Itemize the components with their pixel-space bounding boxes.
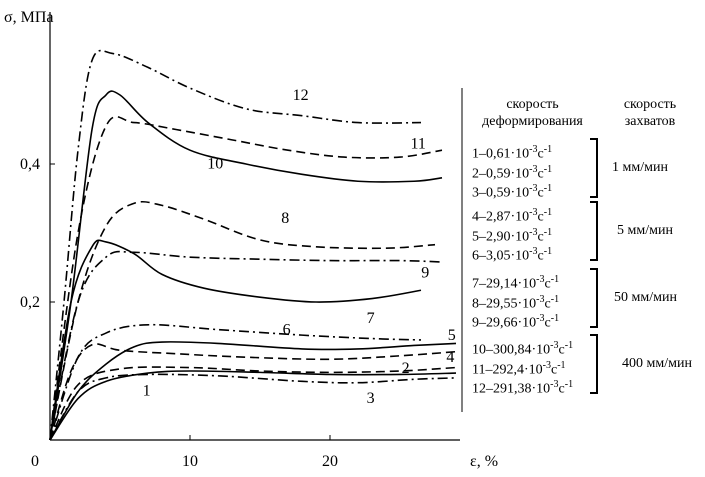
x-tick-label: 10 (182, 453, 198, 470)
legend-bracket (590, 138, 598, 198)
series-label-11: 11 (410, 135, 425, 152)
series-label-8: 8 (281, 210, 289, 227)
legend-grip-speed: 400 мм/мин (622, 356, 692, 371)
series-line-4 (49, 343, 457, 441)
series-line-5 (49, 341, 457, 441)
legend-bracket (590, 201, 598, 261)
series-line-1 (49, 370, 457, 441)
series-line-6 (49, 323, 422, 441)
x-tick-label: 0 (31, 453, 39, 470)
legend-group: 4–2,87·10-3с-1 5–2,90·10-3с-1 6–3,05·10-3с… (472, 205, 552, 264)
legend-grip-speed: 5 мм/мин (617, 223, 673, 238)
legend-item: 5–2,90·10-3с-1 (472, 226, 553, 245)
y-tick-label: 0,4 (20, 156, 40, 173)
legend-item: 12–291,38·10-3с-1 (472, 379, 574, 397)
series-label-9: 9 (421, 264, 429, 281)
legend-header-grip: скорость захватов (623, 97, 677, 129)
series-label-5: 5 (448, 327, 456, 344)
series-line-7 (49, 239, 422, 441)
series-line-12 (49, 49, 422, 441)
legend-item: 3–0,59·10-3с-1 (472, 183, 553, 201)
legend-item: 9–29,66·10-3с-1 (472, 313, 560, 331)
legend-item: 2–0,59·10-3с-1 (472, 163, 553, 182)
series-line-8 (49, 200, 436, 441)
legend-grip-speed: 1 мм/мин (612, 160, 668, 175)
legend-item: 6–3,05·10-3с-1 (472, 246, 553, 264)
series-label-10: 10 (207, 155, 223, 172)
legend-bracket (590, 268, 598, 328)
legend-group: 1–0,61·10-3с-1 2–0,59·10-3с-1 3–0,59·10-3с… (472, 142, 552, 201)
legend-item: 7–29,14·10-3с-1 (472, 274, 560, 292)
legend-group: 7–29,14·10-3с-1 8–29,55·10-3с-1 9–29,66·10… (472, 272, 559, 331)
series-label-2: 2 (402, 360, 410, 377)
series-label-1: 1 (143, 382, 151, 399)
series-line-9 (49, 250, 443, 441)
series-label-6: 6 (283, 322, 291, 339)
legend-item: 4–2,87·10-3с-1 (472, 207, 553, 225)
y-tick-label: 0,2 (20, 294, 40, 311)
legend-grip-speed: 50 мм/мин (614, 290, 677, 305)
legend-header-rate: скорость деформирования (482, 97, 583, 129)
series-line-10 (49, 90, 443, 441)
legend-item: 1–0,61·10-3с-1 (472, 144, 553, 162)
x-tick-label: 20 (322, 453, 338, 470)
series-label-4: 4 (446, 349, 454, 366)
series-line-11 (49, 115, 443, 441)
series-line-3 (49, 373, 457, 441)
series-line-2 (49, 366, 457, 441)
legend-group: 10–300,84·10-3с-1 11–292,4·10-3с-1 12–291,… (472, 338, 573, 397)
series-label-7: 7 (367, 310, 375, 327)
series-label-3: 3 (367, 390, 375, 407)
legend-item: 8–29,55·10-3с-1 (472, 293, 560, 312)
legend-item: 11–292,4·10-3с-1 (472, 359, 566, 378)
y-axis-label: σ, МПа (4, 9, 54, 26)
legend-bracket (590, 334, 598, 394)
legend-item: 10–300,84·10-3с-1 (472, 340, 574, 358)
x-axis-label: ε, % (470, 453, 498, 470)
series-label-12: 12 (293, 87, 309, 104)
